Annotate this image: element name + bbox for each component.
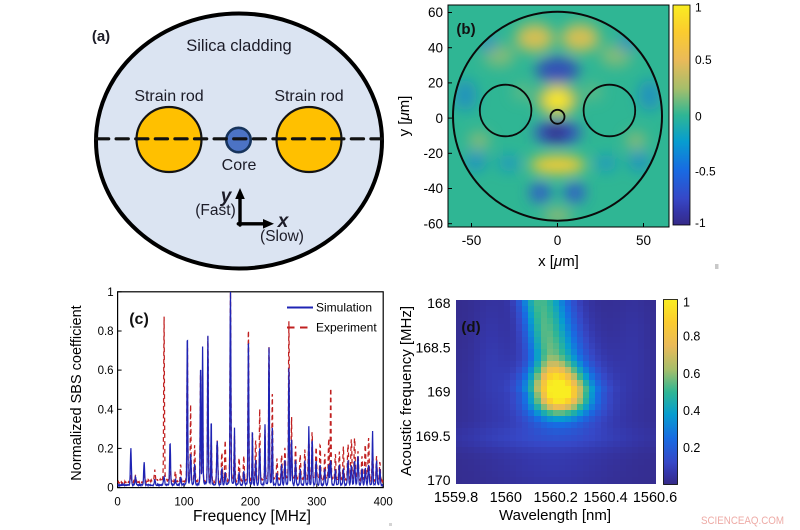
svg-text:1560.4: 1560.4	[583, 490, 627, 506]
svg-text:0.8: 0.8	[683, 330, 700, 344]
svg-text:168.5: 168.5	[415, 339, 450, 355]
svg-text:0: 0	[107, 483, 113, 495]
svg-text:0: 0	[435, 111, 443, 126]
svg-text:Strain rod: Strain rod	[274, 88, 343, 105]
svg-text:(d): (d)	[461, 319, 480, 336]
svg-text:60: 60	[428, 5, 443, 20]
svg-text:SCIENCEAQ.COM: SCIENCEAQ.COM	[701, 515, 784, 527]
svg-text:300: 300	[307, 496, 326, 508]
svg-text:(a): (a)	[92, 28, 110, 45]
svg-text:0.2: 0.2	[683, 441, 700, 455]
svg-text:-0.5: -0.5	[695, 165, 716, 179]
svg-text:Core: Core	[222, 157, 257, 174]
svg-text:200: 200	[241, 496, 260, 508]
svg-text:x: x	[277, 211, 290, 232]
svg-text:100: 100	[174, 496, 193, 508]
svg-text:(Slow): (Slow)	[260, 228, 304, 245]
svg-text:1560.6: 1560.6	[633, 490, 677, 506]
svg-text:170: 170	[427, 472, 451, 488]
svg-text:168: 168	[427, 295, 451, 311]
svg-text:0: 0	[554, 233, 562, 248]
svg-text:1560.2: 1560.2	[534, 490, 578, 506]
svg-text:Acoustic frequency [MHz]: Acoustic frequency [MHz]	[398, 306, 415, 476]
svg-text:y [μm]: y [μm]	[396, 96, 413, 137]
svg-text:0.5: 0.5	[695, 53, 712, 67]
svg-text:-50: -50	[462, 233, 482, 248]
svg-text:400: 400	[374, 496, 393, 508]
svg-text:x [μm]: x [μm]	[538, 253, 579, 270]
svg-text:y: y	[220, 186, 233, 207]
svg-text:0.6: 0.6	[98, 365, 114, 377]
svg-text:1: 1	[683, 295, 690, 309]
svg-text:Silica cladding: Silica cladding	[186, 37, 291, 55]
svg-text:0.8: 0.8	[98, 326, 114, 338]
svg-text:40: 40	[428, 40, 443, 55]
svg-text:1560: 1560	[490, 490, 522, 506]
svg-text:Experiment: Experiment	[316, 321, 377, 335]
svg-text:0: 0	[695, 109, 702, 123]
svg-text:-60: -60	[423, 216, 443, 231]
svg-text:(Fast): (Fast)	[195, 202, 235, 219]
svg-text:Simulation: Simulation	[316, 301, 372, 315]
svg-text:Normalized SBS coefficient: Normalized SBS coefficient	[69, 305, 85, 480]
svg-text:-20: -20	[423, 146, 443, 161]
svg-text:169: 169	[427, 384, 451, 400]
svg-text:0.2: 0.2	[98, 443, 114, 455]
svg-text:0: 0	[114, 496, 120, 508]
svg-text:20: 20	[428, 76, 443, 91]
svg-text:0.6: 0.6	[683, 367, 700, 381]
svg-text:1: 1	[107, 287, 113, 299]
svg-text:-1: -1	[695, 216, 706, 230]
svg-text:Wavelength [nm]: Wavelength [nm]	[499, 507, 611, 524]
svg-text:(c): (c)	[129, 311, 149, 328]
svg-text:Strain rod: Strain rod	[134, 88, 203, 105]
svg-text:169.5: 169.5	[415, 428, 450, 444]
svg-text:(b): (b)	[456, 21, 475, 38]
svg-text:Frequency [MHz]: Frequency [MHz]	[193, 508, 311, 525]
svg-text:1: 1	[695, 1, 702, 15]
svg-text:0.4: 0.4	[98, 404, 115, 416]
svg-text:1559.8: 1559.8	[434, 490, 478, 506]
svg-text:50: 50	[636, 233, 651, 248]
svg-text:-40: -40	[423, 181, 443, 196]
svg-text:0.4: 0.4	[683, 404, 700, 418]
